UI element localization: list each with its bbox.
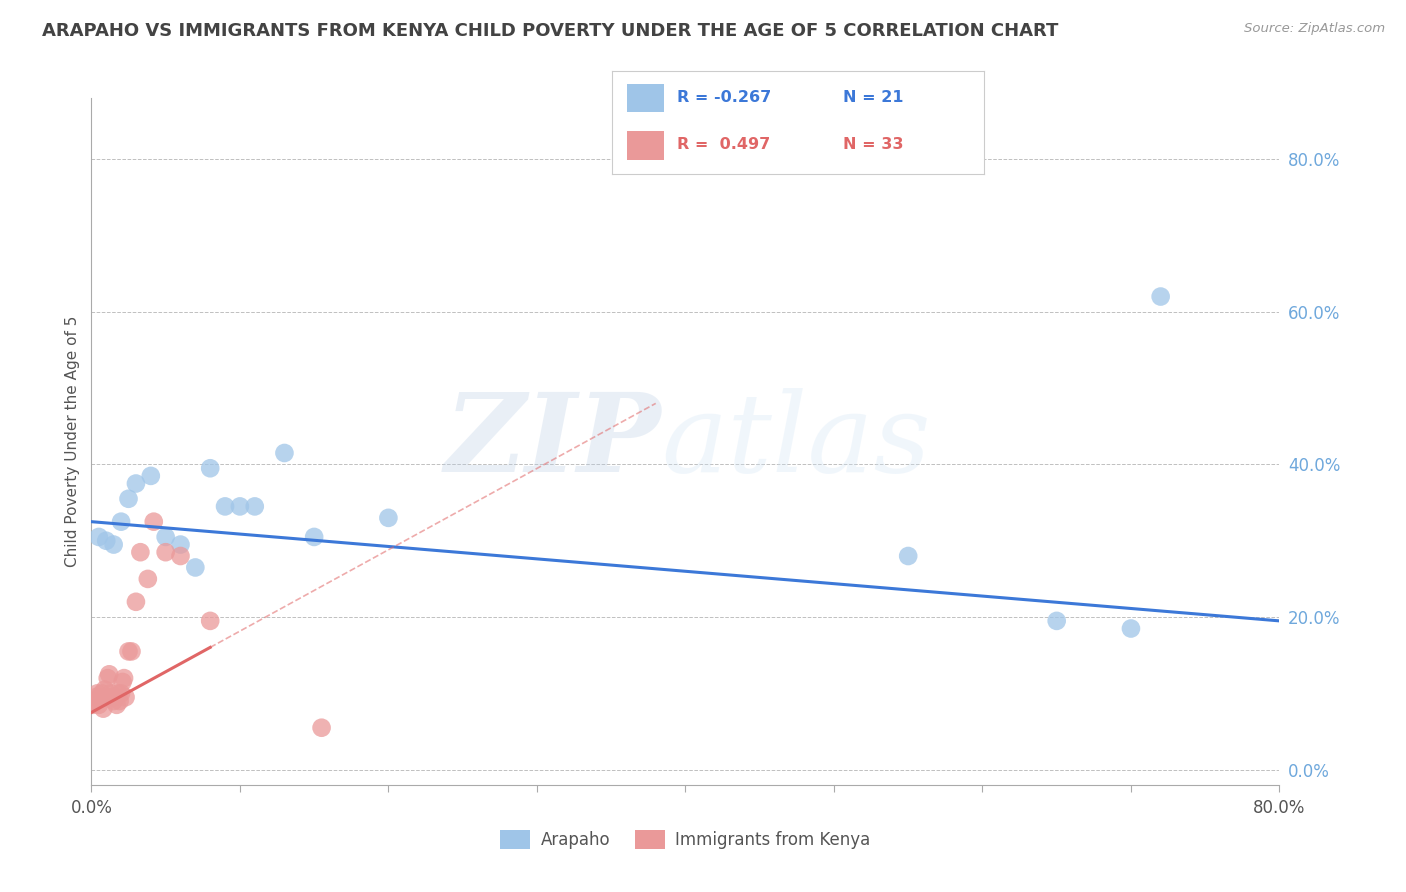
Point: [108, 694, 131, 708]
Point: [87, 698, 110, 712]
Point: [107, 686, 129, 700]
Text: R =  0.497: R = 0.497: [676, 137, 770, 153]
Point: [96, 533, 118, 548]
Point: [1046, 614, 1069, 628]
Point: [98, 667, 121, 681]
Point: [97, 671, 120, 685]
Y-axis label: Child Poverty Under the Age of 5: Child Poverty Under the Age of 5: [65, 316, 80, 567]
Point: [169, 549, 191, 563]
Point: [86, 686, 108, 700]
Point: [243, 500, 266, 514]
Point: [94, 682, 117, 697]
Point: [103, 537, 125, 551]
Point: [121, 644, 143, 658]
Text: Source: ZipAtlas.com: Source: ZipAtlas.com: [1244, 22, 1385, 36]
Point: [377, 511, 399, 525]
Point: [129, 545, 152, 559]
Point: [229, 500, 252, 514]
Point: [82, 698, 104, 712]
Point: [311, 721, 333, 735]
Point: [184, 560, 207, 574]
Bar: [627, 131, 664, 160]
Point: [1119, 622, 1142, 636]
Point: [83, 694, 105, 708]
Point: [155, 545, 177, 559]
Point: [125, 476, 148, 491]
Point: [200, 461, 222, 475]
Point: [125, 595, 148, 609]
Point: [117, 491, 139, 506]
Point: [114, 690, 136, 705]
Point: [96, 690, 118, 705]
Point: [110, 686, 132, 700]
Point: [91, 701, 114, 715]
Point: [169, 537, 191, 551]
Point: [84, 690, 107, 705]
Point: [302, 530, 325, 544]
Point: [200, 614, 222, 628]
Legend: Arapaho, Immigrants from Kenya: Arapaho, Immigrants from Kenya: [494, 823, 877, 855]
Point: [111, 674, 134, 689]
Text: ARAPAHO VS IMMIGRANTS FROM KENYA CHILD POVERTY UNDER THE AGE OF 5 CORRELATION CH: ARAPAHO VS IMMIGRANTS FROM KENYA CHILD P…: [42, 22, 1059, 40]
Text: atlas: atlas: [662, 388, 931, 495]
Point: [90, 686, 112, 700]
Text: N = 33: N = 33: [842, 137, 903, 153]
Point: [105, 698, 128, 712]
Point: [117, 644, 139, 658]
Point: [1149, 289, 1171, 303]
Point: [87, 530, 110, 544]
Point: [155, 530, 177, 544]
Point: [89, 690, 111, 705]
Point: [101, 690, 124, 705]
Point: [104, 690, 127, 705]
Point: [139, 469, 162, 483]
Point: [112, 671, 135, 685]
Point: [103, 694, 125, 708]
Point: [142, 515, 165, 529]
Point: [110, 515, 132, 529]
Point: [136, 572, 159, 586]
Text: N = 21: N = 21: [842, 90, 903, 105]
Point: [273, 446, 295, 460]
Point: [100, 686, 122, 700]
Point: [897, 549, 920, 563]
Bar: [627, 84, 664, 112]
Text: ZIP: ZIP: [446, 388, 662, 495]
Point: [214, 500, 236, 514]
Text: R = -0.267: R = -0.267: [676, 90, 770, 105]
